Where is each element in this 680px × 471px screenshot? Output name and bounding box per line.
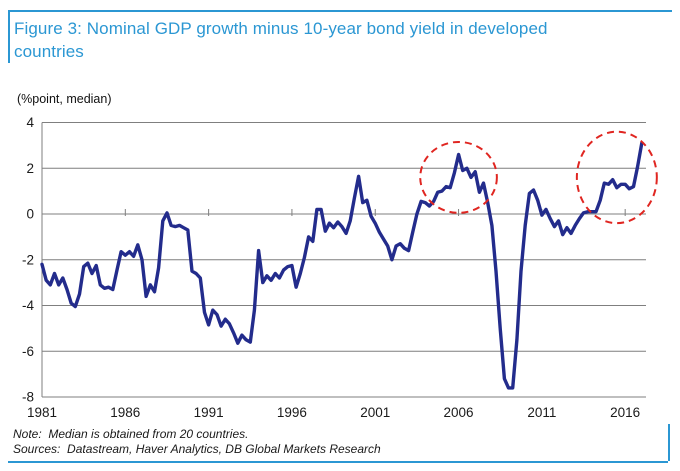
highlight-ellipse-2006 bbox=[419, 140, 498, 214]
panel-top-border bbox=[8, 10, 672, 12]
sources-text: Sources: Datastream, Haver Analytics, DB… bbox=[13, 442, 381, 456]
x-tick-label-1981: 1981 bbox=[27, 405, 57, 420]
x-tick-label-2006: 2006 bbox=[444, 405, 474, 420]
panel-left-border bbox=[8, 10, 10, 63]
x-tick-label-2011: 2011 bbox=[527, 405, 556, 420]
axis-unit-label: (%point, median) bbox=[17, 92, 112, 106]
y-tick-label-0: 0 bbox=[26, 207, 34, 222]
y-tick-label--8: -8 bbox=[22, 390, 34, 405]
x-tick-label-1996: 1996 bbox=[277, 405, 307, 420]
x-tick-label-1991: 1991 bbox=[194, 405, 224, 420]
panel-right-border bbox=[668, 424, 670, 461]
highlight-ellipse-2016 bbox=[575, 130, 658, 225]
y-tick-label--4: -4 bbox=[22, 298, 34, 313]
gdp-growth-minus-yield-line bbox=[40, 141, 644, 390]
y-tick-label-4: 4 bbox=[26, 115, 34, 130]
y-tick-label--6: -6 bbox=[22, 344, 34, 359]
y-tick-label--2: -2 bbox=[22, 252, 34, 267]
note-text: Note: Median is obtained from 20 countri… bbox=[13, 427, 249, 441]
y-tick-label-2: 2 bbox=[26, 161, 34, 176]
panel-bottom-border bbox=[8, 461, 668, 463]
x-tick-label-1986: 1986 bbox=[110, 405, 140, 420]
x-tick-label-2001: 2001 bbox=[360, 405, 390, 420]
x-tick-label-2016: 2016 bbox=[610, 405, 640, 420]
figure-title: Figure 3: Nominal GDP growth minus 10-ye… bbox=[14, 19, 548, 61]
